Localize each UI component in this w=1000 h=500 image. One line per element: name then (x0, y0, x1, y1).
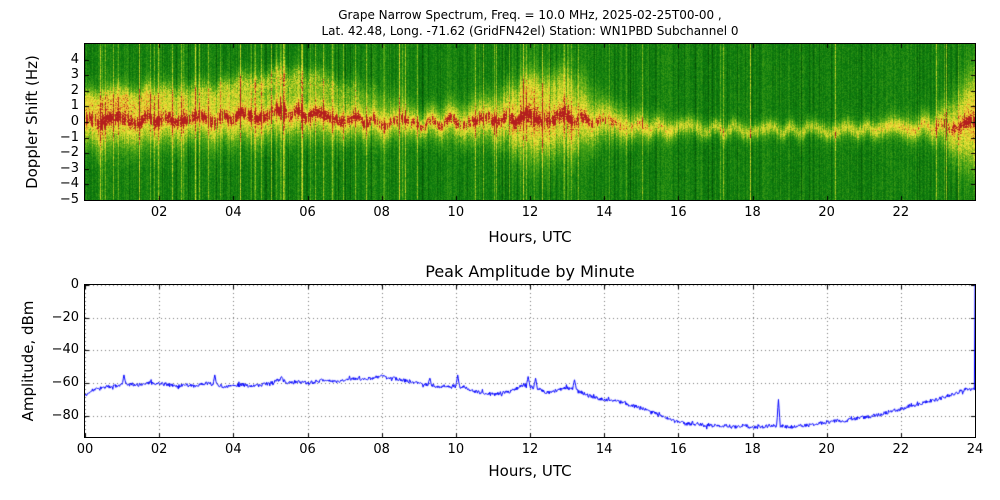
spectrogram-x-tick-label: 04 (225, 205, 242, 220)
spectrogram-y-tick-label: −4 (59, 176, 79, 192)
spectrogram-y-tick-label: −1 (59, 129, 79, 145)
spectrogram-y-tick-label: 2 (70, 82, 79, 98)
amplitude-x-tick-label: 14 (595, 442, 613, 457)
spectrogram-x-tick-label: 14 (595, 205, 613, 220)
amplitude-x-tick-label: 00 (76, 442, 94, 457)
spectrogram-y-tick-label: −5 (59, 192, 79, 207)
spectrogram-frame (84, 43, 976, 201)
spectrogram-x-tick-label: 16 (670, 205, 687, 220)
amplitude-x-tick-label: 22 (892, 442, 910, 457)
spectrogram-x-tick-label: 20 (818, 205, 835, 220)
amplitude-x-tick-label: 06 (299, 442, 316, 457)
spectrogram-xlabel: Hours, UTC (488, 228, 572, 246)
amplitude-y-tick-label: 0 (70, 277, 79, 292)
spectrogram-x-tick-label: 08 (373, 205, 390, 220)
amplitude-x-tick-label: 24 (966, 442, 984, 457)
amplitude-title: Peak Amplitude by Minute (425, 262, 635, 281)
spectrogram-y-tick-label: 0 (70, 114, 79, 129)
amplitude-x-tick-label: 16 (670, 442, 687, 457)
amplitude-x-tick-label: 08 (373, 442, 390, 457)
amplitude-x-tick-label: 04 (225, 442, 242, 457)
amplitude-frame (84, 284, 976, 438)
spectrogram-title-line1: Grape Narrow Spectrum, Freq. = 10.0 MHz,… (338, 8, 722, 22)
spectrogram-y-tick-label: 1 (70, 98, 79, 114)
spectrogram-title: Grape Narrow Spectrum, Freq. = 10.0 MHz,… (180, 7, 880, 39)
amplitude-x-tick-label: 02 (150, 442, 168, 457)
spectrogram-y-tick-label: −3 (59, 160, 79, 176)
spectrogram-x-tick-label: 06 (299, 205, 316, 220)
spectrogram-title-line2: Lat. 42.48, Long. -71.62 (GridFN42el) St… (321, 24, 739, 38)
amplitude-x-tick-label: 20 (818, 442, 835, 457)
spectrogram-y-tick-label: 3 (70, 67, 79, 83)
amplitude-x-tick-label: 12 (521, 442, 539, 457)
spectrogram-y-tick-label: −2 (59, 145, 79, 161)
spectrogram-x-tick-label: 12 (521, 205, 539, 220)
spectrogram-canvas (85, 44, 975, 200)
spectrogram-x-tick-label: 02 (150, 205, 168, 220)
spectrogram-x-tick-label: 18 (744, 205, 761, 220)
amplitude-xlabel: Hours, UTC (488, 462, 572, 480)
amplitude-y-tick-label: −60 (51, 375, 79, 391)
amplitude-canvas (85, 285, 975, 437)
amplitude-y-tick-label: −40 (51, 342, 79, 358)
spectrogram-x-tick-label: 10 (447, 205, 465, 220)
amplitude-x-tick-label: 10 (447, 442, 465, 457)
amplitude-y-tick-label: −20 (51, 309, 79, 325)
spectrogram-y-tick-label: 4 (70, 51, 79, 67)
amplitude-x-tick-label: 18 (744, 442, 761, 457)
spectrogram-x-tick-label: 22 (892, 205, 910, 220)
amplitude-y-tick-label: −80 (51, 407, 79, 423)
